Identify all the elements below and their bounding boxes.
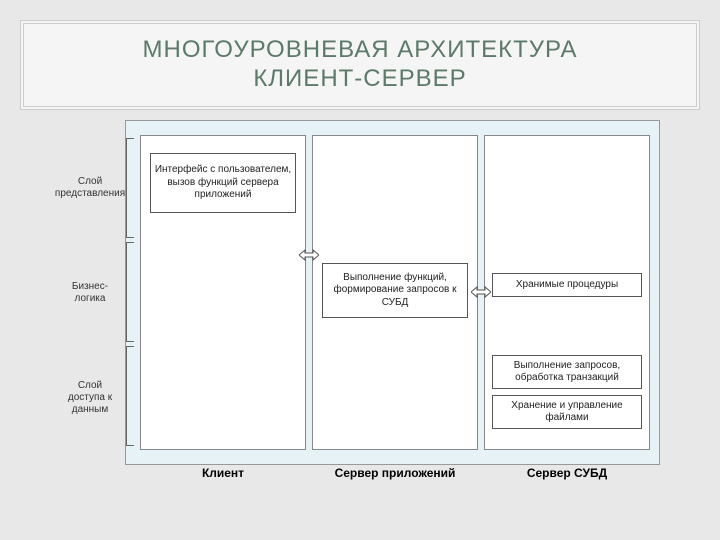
content-box-4: Хранение и управление файлами (492, 395, 642, 429)
bidir-arrow-1 (471, 285, 491, 299)
row-label-business: Бизнес-логика (60, 240, 120, 345)
col-label-client: Клиент (140, 460, 306, 480)
bracket-row-1 (126, 138, 134, 238)
col-label-app: Сервер приложений (312, 460, 478, 480)
row-labels: Слой представления Бизнес-логика Слой до… (60, 135, 120, 450)
column-labels: Клиент Сервер приложений Сервер СУБД (140, 460, 650, 480)
page-title: МНОГОУРОВНЕВАЯ АРХИТЕКТУРА КЛИЕНТ-СЕРВЕР (44, 36, 676, 94)
content-box-0: Интерфейс с пользователем, вызов функций… (150, 153, 296, 213)
col-label-dbms: Сервер СУБД (484, 460, 650, 480)
content-box-3: Выполнение запросов, обработка транзакци… (492, 355, 642, 389)
title-frame: МНОГОУРОВНЕВАЯ АРХИТЕКТУРА КЛИЕНТ-СЕРВЕР (20, 20, 700, 110)
bracket-row-3 (126, 346, 134, 446)
content-box-1: Выполнение функций, формирование запросо… (322, 263, 468, 318)
row-label-presentation: Слой представления (60, 135, 120, 240)
content-box-2: Хранимые процедуры (492, 273, 642, 297)
row-label-data: Слой доступа к данным (60, 345, 120, 450)
bracket-row-2 (126, 242, 134, 342)
title-line-2: КЛИЕНТ-СЕРВЕР (253, 65, 466, 92)
architecture-diagram: Слой представления Бизнес-логика Слой до… (60, 120, 660, 500)
bidir-arrow-0 (299, 248, 319, 262)
title-line-1: МНОГОУРОВНЕВАЯ АРХИТЕКТУРА (143, 36, 578, 63)
